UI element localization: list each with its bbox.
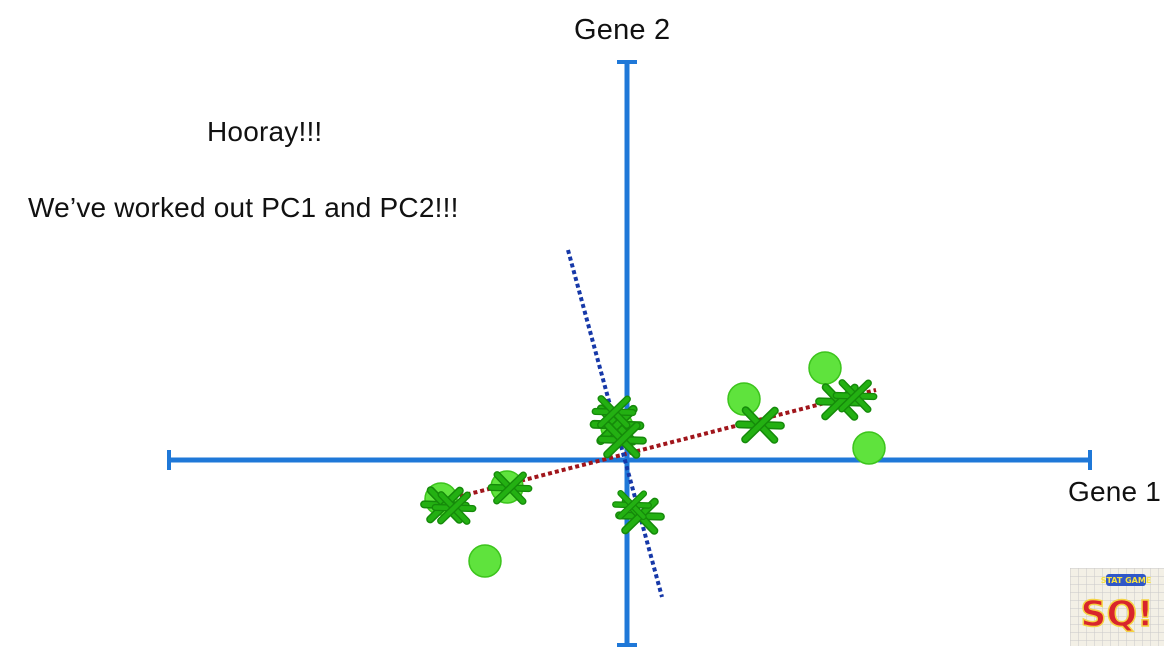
projection-mark — [612, 489, 652, 521]
data-point — [808, 351, 842, 385]
data-points — [424, 351, 886, 578]
data-point — [852, 431, 886, 465]
projection-mark — [431, 491, 477, 525]
pc-worked-out-text: We’ve worked out PC1 and PC2!!! — [28, 192, 459, 223]
projection-mark — [597, 421, 647, 459]
hooray-text: Hooray!!! — [207, 116, 323, 147]
logo-small-text: STAT GAME — [1101, 576, 1152, 585]
x-axis-label: Gene 1 — [1068, 476, 1162, 507]
projection-marks — [420, 379, 878, 535]
projection-mark — [487, 471, 533, 505]
pc2-line — [566, 249, 664, 598]
axes — [167, 60, 1092, 647]
y-axis-label: Gene 2 — [574, 14, 671, 46]
projection-mark — [832, 379, 878, 413]
data-point — [727, 382, 761, 416]
projection-mark — [735, 406, 785, 444]
statquest-logo: STAT GAME SQ! — [1070, 568, 1164, 646]
logo-text: SQ! — [1081, 594, 1154, 635]
projection-mark — [591, 395, 637, 429]
data-point — [468, 544, 502, 578]
